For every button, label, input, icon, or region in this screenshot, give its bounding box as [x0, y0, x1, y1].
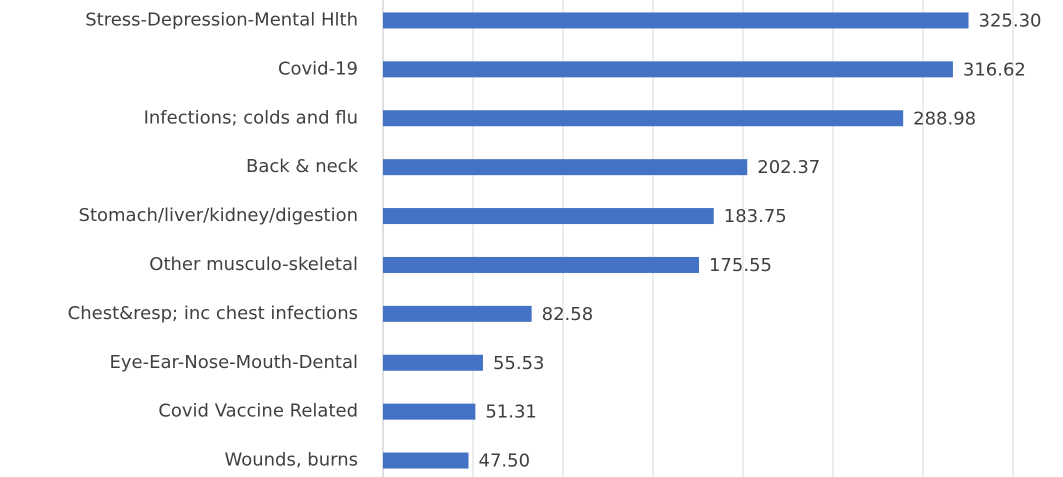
- bar: [383, 452, 469, 469]
- data-label: 316.62: [963, 59, 1026, 80]
- bar: [383, 61, 953, 78]
- bar: [383, 403, 476, 420]
- y-tick-label: Stress-Depression-Mental Hlth: [85, 9, 358, 30]
- y-tick-label: Back & neck: [246, 156, 359, 177]
- data-label: 325.30: [979, 10, 1042, 31]
- data-label: 47.50: [479, 451, 531, 472]
- y-tick-label: Eye-Ear-Nose-Mouth-Dental: [109, 352, 358, 373]
- data-label: 288.98: [913, 108, 976, 129]
- y-tick-label: Infections; colds and flu: [144, 107, 358, 128]
- bar: [383, 305, 532, 322]
- y-tick-label: Wounds, burns: [224, 450, 358, 471]
- bar: [383, 110, 904, 127]
- bar: [383, 159, 748, 176]
- y-tick-label: Other musculo-skeletal: [149, 254, 358, 275]
- bar: [383, 208, 714, 225]
- bar: [383, 12, 969, 29]
- data-label: 55.53: [493, 353, 545, 374]
- data-label: 82.58: [542, 304, 594, 325]
- y-tick-label: Covid Vaccine Related: [158, 401, 358, 422]
- data-label: 175.55: [709, 255, 772, 276]
- y-tick-label: Covid-19: [278, 58, 358, 79]
- data-label: 51.31: [485, 402, 537, 423]
- bar: [383, 256, 699, 273]
- y-tick-label: Stomach/liver/kidney/digestion: [79, 205, 358, 226]
- bar: [383, 354, 483, 371]
- data-label: 202.37: [757, 157, 820, 178]
- data-label: 183.75: [724, 206, 787, 227]
- y-tick-label: Chest&resp; inc chest infections: [68, 303, 358, 324]
